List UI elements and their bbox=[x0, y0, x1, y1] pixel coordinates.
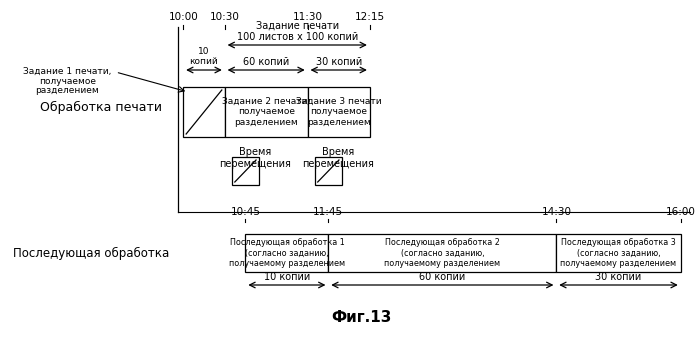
Text: Задание 3 печати
получаемое
разделением: Задание 3 печати получаемое разделением bbox=[296, 97, 382, 127]
Text: Время
перемещения: Время перемещения bbox=[302, 147, 374, 169]
Text: 11:30: 11:30 bbox=[293, 12, 323, 22]
Text: 14:30: 14:30 bbox=[541, 207, 571, 217]
Bar bbox=[246, 234, 328, 272]
Text: Последующая обработка 3
(согласно заданию,
получаемому разделением: Последующая обработка 3 (согласно задани… bbox=[561, 238, 677, 268]
Text: 30 копий: 30 копий bbox=[596, 272, 642, 282]
Text: 10:45: 10:45 bbox=[230, 207, 260, 217]
Bar bbox=[307, 87, 370, 137]
Text: 10
копий: 10 копий bbox=[190, 47, 218, 66]
Text: 16:00: 16:00 bbox=[666, 207, 696, 217]
Bar bbox=[556, 234, 680, 272]
Text: Последующая обработка 2
(согласно заданию,
получаемому разделением: Последующая обработка 2 (согласно задани… bbox=[384, 238, 500, 268]
Bar bbox=[315, 157, 342, 185]
Text: Последующая обработка 1
(согласно заданию,
получаемому разделением: Последующая обработка 1 (согласно задани… bbox=[229, 238, 345, 268]
Text: 10:30: 10:30 bbox=[210, 12, 239, 22]
Text: 11:45: 11:45 bbox=[314, 207, 344, 217]
Text: 10 копий: 10 копий bbox=[264, 272, 310, 282]
Text: Время
перемещения: Время перемещения bbox=[219, 147, 291, 169]
Text: Обработка печати: Обработка печати bbox=[40, 101, 162, 114]
Text: Задание 1 печати,
получаемое
разделением: Задание 1 печати, получаемое разделением bbox=[23, 67, 111, 95]
Text: Последующая обработка: Последующая обработка bbox=[13, 247, 169, 260]
Text: 60 копий: 60 копий bbox=[419, 272, 466, 282]
Text: Задание 2 печати,
получаемое
разделением: Задание 2 печати, получаемое разделением bbox=[222, 97, 310, 127]
Bar bbox=[183, 87, 225, 137]
Text: 60 копий: 60 копий bbox=[243, 57, 289, 67]
Bar bbox=[232, 157, 259, 185]
Bar bbox=[328, 234, 556, 272]
Text: 30 копий: 30 копий bbox=[316, 57, 362, 67]
Text: Задание печати
100 листов х 100 копий: Задание печати 100 листов х 100 копий bbox=[237, 21, 358, 42]
Text: 10:00: 10:00 bbox=[169, 12, 198, 22]
Bar bbox=[225, 87, 307, 137]
Text: 12:15: 12:15 bbox=[355, 12, 385, 22]
Text: Фиг.13: Фиг.13 bbox=[332, 310, 392, 325]
